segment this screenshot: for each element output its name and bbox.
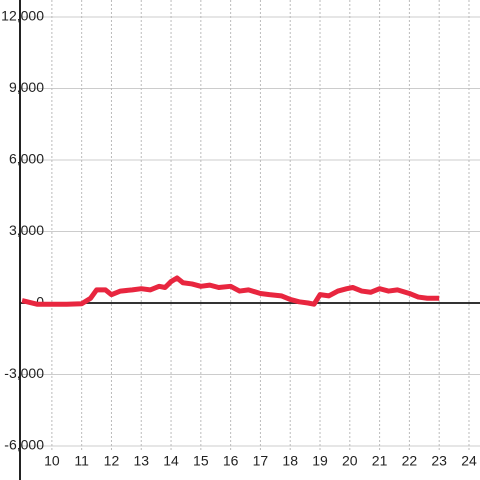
x-tick-label: 19 [312, 453, 328, 469]
x-tick-label: 14 [163, 453, 179, 469]
x-tick-label: 13 [133, 453, 149, 469]
y-tick-label: 9,000 [9, 79, 44, 95]
data-line [21, 275, 440, 307]
x-tick-label: 18 [282, 453, 298, 469]
x-tick-label: 15 [193, 453, 209, 469]
x-tick-label: 22 [402, 453, 418, 469]
x-tick-label: 10 [44, 453, 60, 469]
x-tick-label: 11 [74, 453, 89, 469]
x-tick-label: 16 [223, 453, 239, 469]
x-tick-label: 20 [342, 453, 358, 469]
x-tick-label: 12 [104, 453, 120, 469]
x-tick-label: 24 [461, 453, 477, 469]
x-tick-label: 17 [253, 453, 269, 469]
x-tick-label: 21 [372, 453, 388, 469]
y-tick-label: 3,000 [9, 222, 44, 238]
y-tick-label: 6,000 [9, 151, 44, 167]
y-tick-label: 12,000 [1, 8, 44, 24]
y-tick-label: -6,000 [4, 437, 44, 453]
y-tick-label: -3,000 [4, 365, 44, 381]
x-tick-label: 23 [431, 453, 447, 469]
